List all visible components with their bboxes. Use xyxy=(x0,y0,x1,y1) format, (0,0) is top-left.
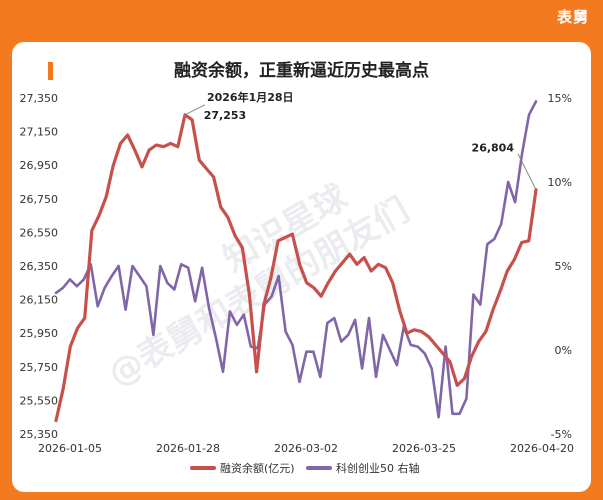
left-tick-label: 26,350 xyxy=(20,260,59,273)
left-tick-label: 27,350 xyxy=(20,92,59,105)
right-tick-label: 10% xyxy=(548,176,572,189)
chart-svg: 知识星球 @表舅和表舅的朋友们 27,35027,15026,95026,750… xyxy=(20,90,574,475)
brand-logo: 表舅 xyxy=(556,8,589,26)
chart-title: 融资余额，正重新逼近历史最高点 xyxy=(174,61,429,81)
annotation-peak-date: 2026年1月28日 xyxy=(207,90,294,104)
title-accent-bar xyxy=(48,62,53,80)
x-tick-label: 2026-03-02 xyxy=(274,442,338,455)
x-tick-label: 2026-04-20 xyxy=(510,442,574,455)
left-tick-label: 26,150 xyxy=(20,294,59,307)
right-tick-label: 5% xyxy=(555,260,572,273)
right-tick-label: 15% xyxy=(548,92,572,105)
annotation-peak-value: 27,253 xyxy=(204,109,246,122)
series-line-margin-balance xyxy=(54,113,538,423)
x-axis: 2026-01-05 2026-01-28 2026-03-02 2026-03-25… xyxy=(38,442,574,455)
right-tick-label: -5% xyxy=(551,428,572,441)
left-tick-label: 26,950 xyxy=(20,159,59,172)
legend-label: 科创创业50 右轴 xyxy=(336,461,420,475)
annotation-latest-value: 26,804 xyxy=(472,142,515,155)
right-axis: 15% 10% 5% 0% -5% xyxy=(548,92,572,441)
annotations: 2026年1月28日 27,253 26,804 xyxy=(184,90,537,190)
left-tick-label: 25,750 xyxy=(20,361,59,374)
series-line-kc50 xyxy=(54,100,538,419)
left-axis: 27,350 27,150 26,950 26,750 26,550 26,350 26,1… xyxy=(20,92,59,441)
x-tick-label: 2026-01-05 xyxy=(38,442,102,455)
series-lines xyxy=(54,100,538,423)
left-tick-label: 25,350 xyxy=(20,428,59,441)
legend-label: 融资余额(亿元) xyxy=(220,461,295,475)
left-tick-label: 26,550 xyxy=(20,226,59,239)
left-tick-label: 25,550 xyxy=(20,394,59,407)
x-tick-label: 2026-03-25 xyxy=(392,442,456,455)
left-tick-label: 25,950 xyxy=(20,327,59,340)
x-tick-label: 2026-01-28 xyxy=(156,442,220,455)
annotation-leader xyxy=(517,153,537,190)
left-tick-label: 27,150 xyxy=(20,126,59,139)
legend: 融资余额(亿元) 科创创业50 右轴 xyxy=(190,461,420,475)
annotation-leader xyxy=(184,104,206,116)
left-tick-label: 26,750 xyxy=(20,193,59,206)
chart-card: 融资余额，正重新逼近历史最高点 知识星球 @表舅和表舅的朋友们 27,350 27… xyxy=(12,42,591,492)
right-tick-label: 0% xyxy=(555,344,572,357)
